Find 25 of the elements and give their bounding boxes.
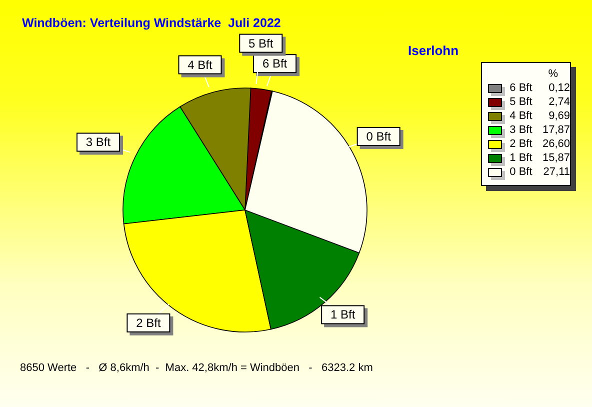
legend-label: 0 Bft (510, 165, 534, 179)
legend-label: 2 Bft (510, 137, 534, 151)
data-label: 17,87 (541, 123, 570, 137)
data-label: 0,12 (548, 81, 570, 95)
slice-label: 0 Bft (366, 129, 392, 144)
slice-label: 2 Bft (136, 316, 162, 330)
slice-label: 5 Bft (248, 36, 274, 50)
data-label: 27,11 (542, 165, 570, 179)
legend-label: 1 Bft (510, 151, 534, 165)
slice-label: 4 Bft (188, 58, 213, 72)
slice-label: 1 Bft (330, 308, 356, 322)
legend-label: 3 Bft (510, 123, 534, 137)
chart-title: Windböen: Verteilung Windstärke Juli 2022 (22, 16, 281, 30)
legend-label: 6 Bft (510, 81, 534, 95)
category-label: 6 Bft (262, 56, 288, 71)
data-label: 9,69 (548, 109, 570, 123)
data-label: 2,74 (548, 95, 570, 109)
slice-label: 3 Bft (86, 135, 112, 150)
legend-label: 4 Bft (510, 109, 534, 123)
data-label: 15,87 (541, 151, 570, 165)
legend-title: % (548, 68, 558, 80)
legend-label: 5 Bft (510, 95, 534, 109)
chart-subtitle: Iserlohn (408, 43, 459, 58)
text: 8650 Werte - Ø 8,6km/h - Max. 42,8km/h = Windböen - 6323.2 km (20, 362, 373, 374)
data-label: 26,60 (541, 137, 570, 151)
